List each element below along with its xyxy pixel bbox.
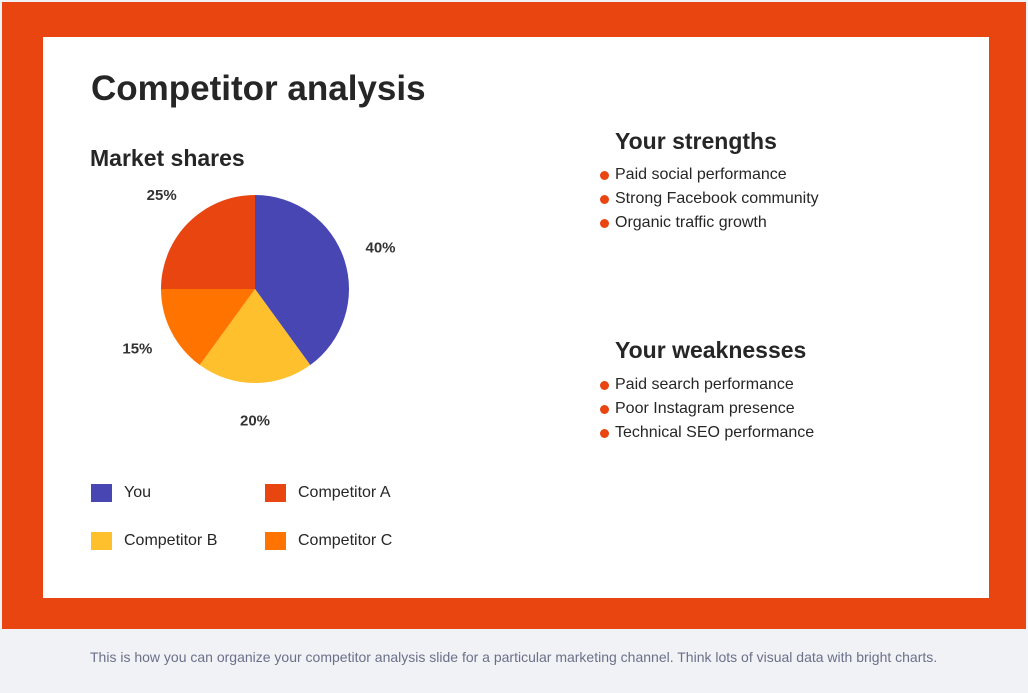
list-item-text: Paid search performance xyxy=(615,376,794,393)
bullet-icon xyxy=(600,219,609,228)
chart-title: Market shares xyxy=(90,145,245,171)
strengths-list: Paid social performance Strong Facebook … xyxy=(599,163,819,235)
strengths-heading: Your strengths xyxy=(615,128,777,154)
bullet-icon xyxy=(600,195,609,204)
pie-slice-competitor-b xyxy=(199,289,311,384)
list-item-text: Strong Facebook community xyxy=(615,190,819,207)
legend-label: Competitor A xyxy=(298,484,391,501)
legend-swatch xyxy=(265,532,286,550)
list-item-text: Organic traffic growth xyxy=(615,214,767,231)
legend-item-competitor-c: Competitor C xyxy=(265,530,392,552)
list-item: Technical SEO performance xyxy=(599,421,814,445)
legend-item-competitor-b: Competitor B xyxy=(91,530,217,552)
pie-data-label: 15% xyxy=(122,340,152,357)
pie-data-label: 20% xyxy=(240,413,270,430)
pie-slice-you xyxy=(255,194,350,366)
legend-label: Competitor C xyxy=(298,532,393,549)
list-item-text: Paid social performance xyxy=(615,166,787,183)
list-item-text: Technical SEO performance xyxy=(615,424,815,441)
weaknesses-list: Paid search performance Poor Instagram p… xyxy=(599,373,814,445)
list-item: Paid social performance xyxy=(599,163,819,187)
bullet-icon xyxy=(600,381,609,390)
bullet-icon xyxy=(600,405,609,414)
legend-label: Competitor B xyxy=(124,532,218,549)
list-item: Organic traffic growth xyxy=(599,211,819,235)
legend-item-you: You xyxy=(91,482,151,504)
bullet-icon xyxy=(600,429,609,438)
pie-data-label: 25% xyxy=(147,187,177,204)
weaknesses-heading: Your weaknesses xyxy=(615,337,807,363)
slide-frame: Competitor analysis Market shares 40% 20%… xyxy=(2,2,1026,629)
list-item: Poor Instagram presence xyxy=(599,397,814,421)
legend-swatch xyxy=(265,484,286,502)
bullet-icon xyxy=(600,171,609,180)
slide-title: Competitor analysis xyxy=(91,69,426,108)
list-item-text: Poor Instagram presence xyxy=(615,400,795,417)
caption: This is how you can organize your compet… xyxy=(90,649,938,665)
pie-slice-competitor-a xyxy=(161,195,255,289)
legend-swatch xyxy=(91,532,112,550)
list-item: Strong Facebook community xyxy=(599,187,819,211)
legend-item-competitor-a: Competitor A xyxy=(265,482,390,504)
pie-slice-competitor-c xyxy=(161,289,255,366)
legend-label: You xyxy=(124,484,151,501)
pie-chart: 40% 20% 15% 25% xyxy=(122,187,395,430)
list-item: Paid search performance xyxy=(599,373,814,397)
pie-data-label: 40% xyxy=(365,240,395,257)
slide: Competitor analysis Market shares 40% 20%… xyxy=(43,37,989,598)
legend-swatch xyxy=(91,484,112,502)
